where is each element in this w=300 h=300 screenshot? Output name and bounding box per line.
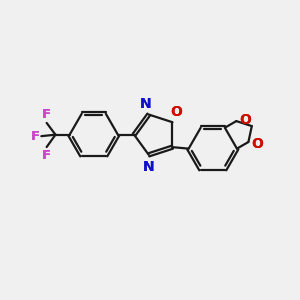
Text: O: O [251,137,263,152]
Text: N: N [143,160,154,174]
Text: O: O [251,137,263,152]
Text: N: N [140,97,151,111]
Text: F: F [31,130,40,143]
Text: F: F [42,149,51,162]
Text: O: O [170,105,182,119]
Text: F: F [31,130,40,143]
Text: N: N [143,160,154,174]
Text: N: N [140,97,151,111]
Text: F: F [42,108,51,121]
Text: O: O [170,105,182,119]
Text: F: F [42,149,51,162]
Text: F: F [42,108,51,121]
Text: O: O [239,112,251,127]
Text: O: O [239,112,251,127]
